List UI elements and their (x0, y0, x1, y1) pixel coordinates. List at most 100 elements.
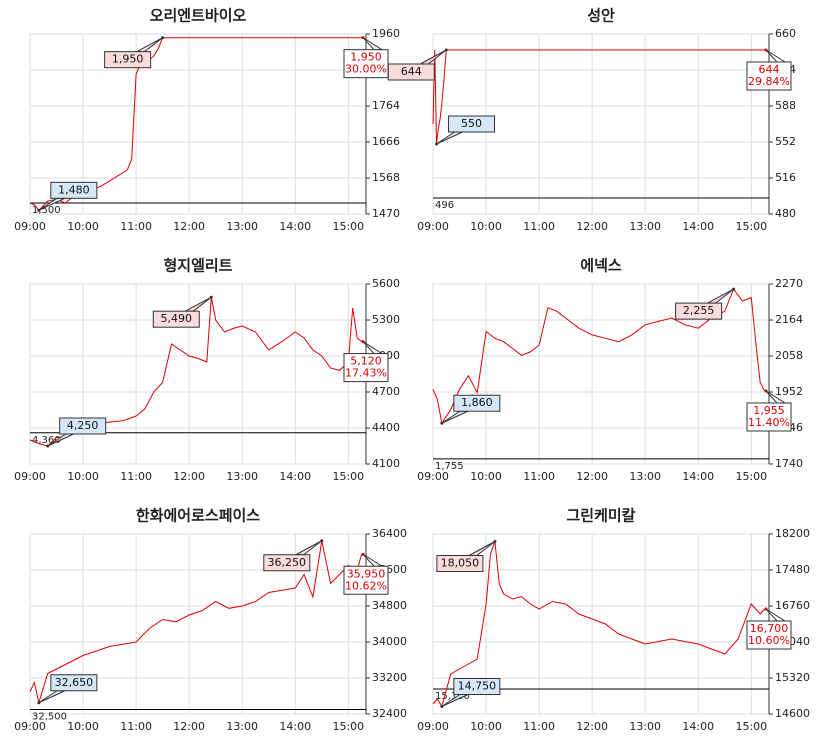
y-tick-label: 33200 (372, 671, 407, 684)
y-tick-label: 1740 (775, 457, 803, 470)
last-callout-text: 644 (759, 63, 780, 76)
y-tick-label: 1764 (372, 99, 400, 112)
x-tick-label: 12:00 (576, 470, 608, 483)
last-callout-text: 1,950 (350, 51, 382, 64)
prev-close-label: 4,360 (32, 435, 61, 446)
high-callout-box (152, 310, 200, 328)
y-tick-label: 1960 (372, 27, 400, 40)
low-callout-box (453, 394, 501, 412)
price-line (432, 541, 765, 708)
x-tick-label: 09:00 (417, 220, 449, 233)
y-tick-label: 34800 (372, 599, 407, 612)
x-tick-label: 11:00 (523, 720, 555, 733)
x-tick-label: 13:00 (226, 470, 258, 483)
x-tick-label: 09:00 (14, 220, 46, 233)
last-callout-box (746, 402, 792, 432)
low-callout-text: 32,650 (55, 676, 94, 689)
x-tick-label: 15:00 (332, 220, 364, 233)
x-tick-label: 13:00 (629, 220, 661, 233)
low-callout-box (50, 674, 98, 692)
prev-close-label: 1,755 (435, 461, 464, 472)
y-tick-label: 18200 (775, 527, 810, 540)
prev-close-label: 496 (435, 200, 454, 211)
low-callout-text: 550 (461, 117, 482, 130)
high-callout-text: 18,050 (441, 557, 480, 570)
low-callout-box (50, 181, 98, 199)
y-tick-label: 2270 (775, 277, 803, 290)
last-callout-text: 17.43% (345, 367, 387, 380)
y-tick-label: 588 (775, 99, 796, 112)
y-tick-label: 2164 (775, 313, 803, 326)
last-callout-text: 10.62% (345, 579, 387, 592)
chart-title: 에넥스 (580, 257, 622, 275)
y-tick-label: 1568 (372, 171, 400, 184)
high-callout-box (675, 302, 723, 320)
x-tick-label: 12:00 (576, 720, 608, 733)
y-tick-label: 2058 (775, 349, 803, 362)
last-callout-text: 5,120 (350, 355, 382, 368)
last-callout-box (343, 49, 389, 79)
x-tick-label: 13:00 (226, 220, 258, 233)
y-tick-label: 660 (775, 27, 796, 40)
high-callout-box (436, 555, 484, 572)
y-tick-label: 32400 (372, 707, 407, 720)
x-tick-label: 15:00 (735, 220, 767, 233)
x-tick-label: 12:00 (173, 470, 205, 483)
x-tick-label: 11:00 (120, 220, 152, 233)
x-tick-label: 13:00 (629, 720, 661, 733)
x-tick-label: 12:00 (576, 220, 608, 233)
x-tick-label: 14:00 (279, 470, 311, 483)
x-tick-label: 12:00 (173, 220, 205, 233)
y-tick-label: 1666 (372, 135, 400, 148)
x-tick-label: 13:00 (226, 720, 258, 733)
y-tick-label: 5600 (372, 277, 400, 290)
x-tick-label: 14:00 (682, 720, 714, 733)
x-tick-label: 15:00 (332, 470, 364, 483)
prev-close-label: 15,100 (435, 691, 470, 702)
last-callout-box (343, 565, 389, 595)
x-tick-label: 10:00 (470, 470, 502, 483)
x-tick-label: 15:00 (735, 470, 767, 483)
x-tick-label: 11:00 (120, 470, 152, 483)
x-tick-label: 10:00 (67, 470, 99, 483)
last-callout-box (343, 353, 389, 383)
x-tick-label: 11:00 (120, 720, 152, 733)
prev-close-label: 32,500 (32, 712, 67, 723)
x-tick-label: 10:00 (470, 720, 502, 733)
last-callout-box (746, 620, 792, 650)
chart-title: 그린케미칼 (566, 507, 635, 525)
low-callout-text: 1,860 (461, 396, 493, 409)
last-callout-text: 10.60% (748, 634, 790, 647)
x-tick-label: 10:00 (67, 720, 99, 733)
low-callout-box (59, 417, 107, 435)
high-callout-text: 1,950 (112, 53, 144, 66)
x-tick-label: 10:00 (470, 220, 502, 233)
prev-close-label: 1,500 (32, 205, 61, 216)
x-tick-label: 14:00 (279, 720, 311, 733)
high-callout-box (263, 554, 311, 572)
last-callout-text: 16,700 (750, 622, 789, 635)
x-tick-label: 09:00 (14, 470, 46, 483)
x-tick-label: 14:00 (682, 220, 714, 233)
y-tick-label: 15320 (775, 671, 810, 684)
price-line (29, 540, 363, 705)
x-tick-label: 15:00 (332, 720, 364, 733)
x-tick-label: 12:00 (173, 720, 205, 733)
y-tick-label: 1470 (372, 207, 400, 220)
y-tick-label: 552 (775, 135, 796, 148)
last-callout-text: 1,955 (753, 404, 785, 417)
y-tick-label: 4400 (372, 421, 400, 434)
high-callout-text: 2,255 (683, 304, 715, 317)
y-tick-label: 36400 (372, 527, 407, 540)
last-callout-box (746, 61, 792, 91)
chart-title: 성안 (587, 7, 615, 25)
x-tick-label: 09:00 (417, 470, 449, 483)
low-callout-box (453, 678, 501, 695)
high-callout-text: 644 (401, 65, 422, 78)
low-callout-text: 14,750 (458, 680, 497, 693)
y-tick-label: 1952 (775, 385, 803, 398)
high-callout-text: 36,250 (268, 556, 307, 569)
y-tick-label: 480 (775, 207, 796, 220)
high-callout-box (387, 63, 435, 81)
